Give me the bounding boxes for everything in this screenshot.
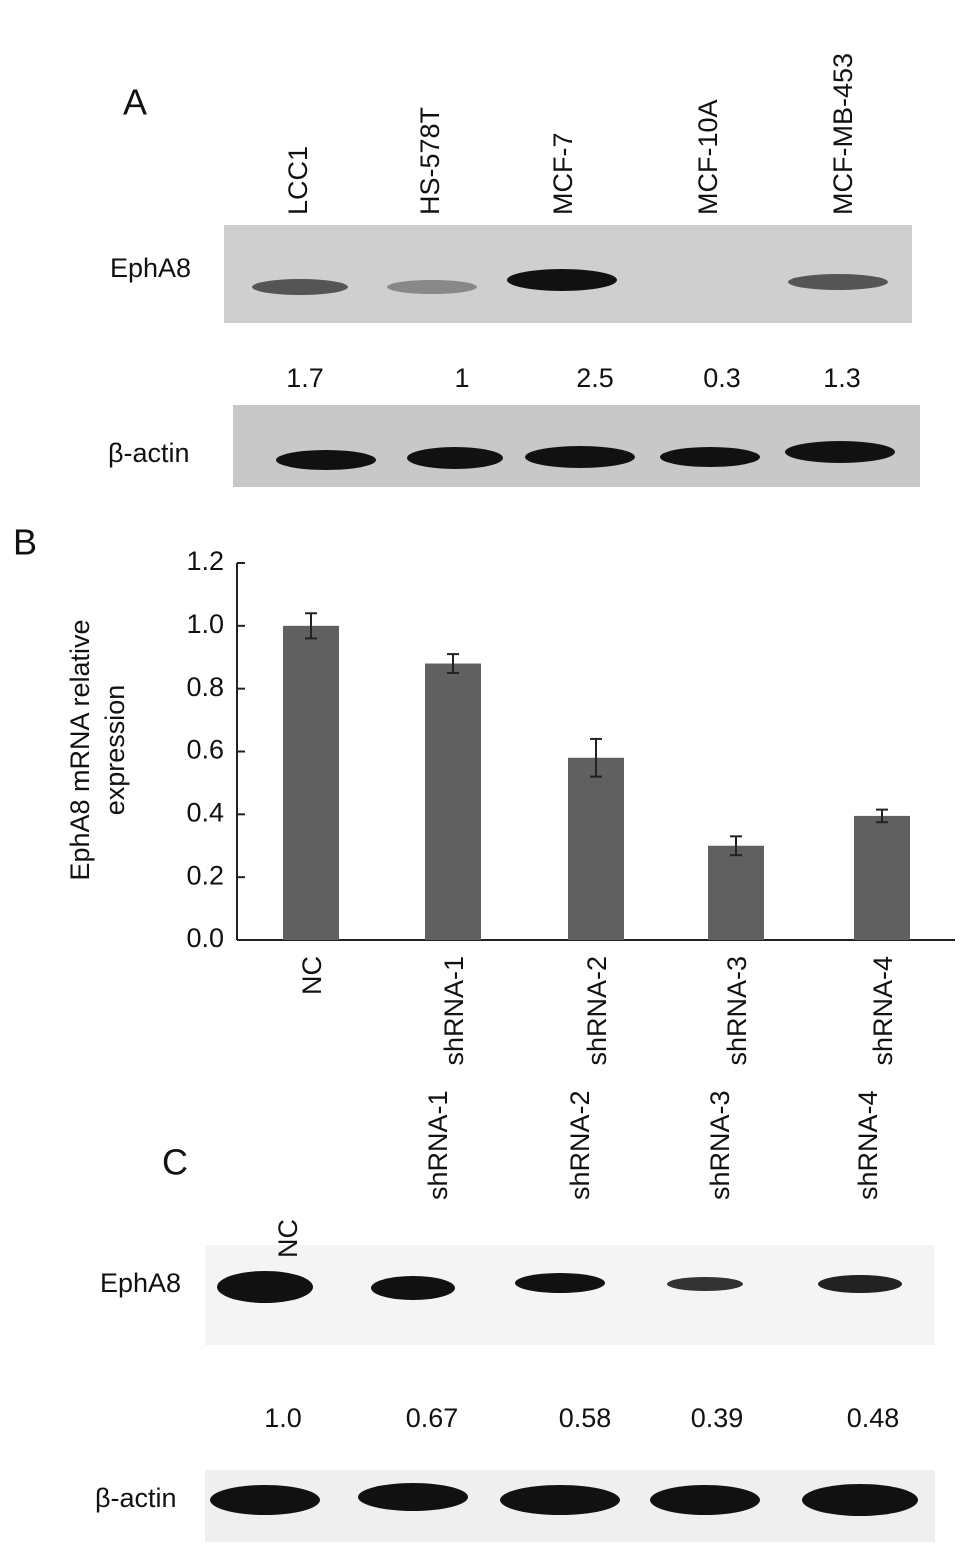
bands — [276, 441, 895, 470]
ratio-label: 1.7 — [286, 363, 324, 393]
lane-label: HS-578T — [415, 107, 445, 215]
bar — [854, 815, 910, 940]
y-tick-label: 1.2 — [186, 546, 224, 576]
bands — [217, 1271, 902, 1303]
y-tick-label: 0.2 — [186, 860, 224, 890]
x-tick-label: NC — [297, 956, 327, 995]
y-tick-label: 0.4 — [186, 797, 224, 827]
ratio-label: 0.58 — [559, 1403, 612, 1433]
ratio-label: 0.48 — [847, 1403, 900, 1433]
lane-label: shRNA-3 — [705, 1090, 735, 1200]
y-axis-label: EphA8 mRNA relative — [65, 619, 95, 880]
lane-label: shRNA-1 — [423, 1090, 453, 1200]
protein-label: EphA8 — [100, 1268, 181, 1298]
protein-label: EphA8 — [110, 253, 191, 283]
lane-label: shRNA-4 — [853, 1090, 883, 1200]
x-tick-label: shRNA-3 — [722, 956, 752, 1066]
bar — [568, 757, 624, 940]
lane-label: MCF-MB-453 — [828, 53, 858, 215]
blot — [205, 1245, 935, 1345]
y-tick-label: 0.0 — [186, 923, 224, 953]
ratio-label: 1.3 — [823, 363, 861, 393]
x-tick-label: shRNA-4 — [868, 956, 898, 1066]
panel-label: B — [13, 522, 37, 563]
panel-label: A — [123, 82, 147, 123]
ratio-label: 0.39 — [691, 1403, 744, 1433]
lane-label: MCF-10A — [693, 99, 723, 215]
x-tick-label: shRNA-1 — [439, 956, 469, 1066]
bar — [425, 663, 481, 940]
bands — [252, 269, 888, 295]
ratio-label: 2.5 — [576, 363, 614, 393]
lane-label: LCC1 — [283, 146, 313, 215]
lane-label: NC — [273, 1219, 303, 1258]
x-tick-label: shRNA-2 — [582, 956, 612, 1066]
y-tick-label: 1.0 — [186, 609, 224, 639]
control-label: β-actin — [108, 438, 190, 468]
panel-label: C — [162, 1142, 188, 1183]
ratio-label: 0.3 — [703, 363, 741, 393]
bar — [708, 845, 764, 940]
lane-label: MCF-7 — [548, 133, 578, 216]
ratio-label: 1.0 — [264, 1403, 302, 1433]
ratio-label: 1 — [454, 363, 469, 393]
y-axis-label: expression — [100, 685, 130, 816]
bar — [283, 625, 339, 940]
lane-label: shRNA-2 — [565, 1090, 595, 1200]
bands — [210, 1483, 918, 1516]
y-tick-label: 0.6 — [186, 735, 224, 765]
y-tick-label: 0.8 — [186, 672, 224, 702]
ratio-label: 0.67 — [406, 1403, 459, 1433]
control-label: β-actin — [95, 1483, 177, 1513]
